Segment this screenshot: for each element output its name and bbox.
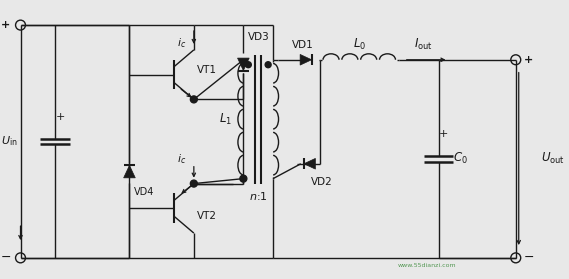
Circle shape bbox=[191, 180, 197, 187]
Circle shape bbox=[265, 62, 271, 68]
Text: VD2: VD2 bbox=[311, 177, 332, 187]
Circle shape bbox=[240, 175, 247, 182]
Text: +: + bbox=[439, 129, 448, 139]
Text: +: + bbox=[1, 20, 10, 30]
Text: VD4: VD4 bbox=[133, 186, 154, 196]
Text: $I_{\rm out}$: $I_{\rm out}$ bbox=[414, 37, 433, 52]
Text: $L_0$: $L_0$ bbox=[353, 37, 366, 52]
Text: $n$:1: $n$:1 bbox=[249, 191, 267, 203]
Polygon shape bbox=[237, 58, 249, 71]
Text: +: + bbox=[523, 55, 533, 65]
Text: $U_{\rm in}$: $U_{\rm in}$ bbox=[1, 134, 18, 148]
Text: −: − bbox=[523, 251, 534, 264]
Text: www.55dianzi.com: www.55dianzi.com bbox=[397, 263, 456, 268]
Circle shape bbox=[245, 62, 251, 68]
Polygon shape bbox=[123, 165, 135, 178]
Polygon shape bbox=[304, 158, 315, 169]
Text: VD3: VD3 bbox=[248, 32, 270, 42]
Polygon shape bbox=[300, 54, 312, 65]
Text: VD1: VD1 bbox=[292, 40, 314, 50]
Text: VT2: VT2 bbox=[197, 211, 217, 221]
Text: $U_{\rm out}$: $U_{\rm out}$ bbox=[541, 151, 564, 166]
Text: +: + bbox=[55, 112, 65, 122]
Text: $L_1$: $L_1$ bbox=[219, 112, 232, 127]
Text: VT1: VT1 bbox=[197, 65, 217, 75]
Text: $i_c$: $i_c$ bbox=[178, 36, 187, 50]
Text: $i_c$: $i_c$ bbox=[178, 152, 187, 166]
Text: $C_0$: $C_0$ bbox=[453, 151, 468, 166]
Circle shape bbox=[191, 96, 197, 103]
Text: −: − bbox=[1, 251, 11, 264]
